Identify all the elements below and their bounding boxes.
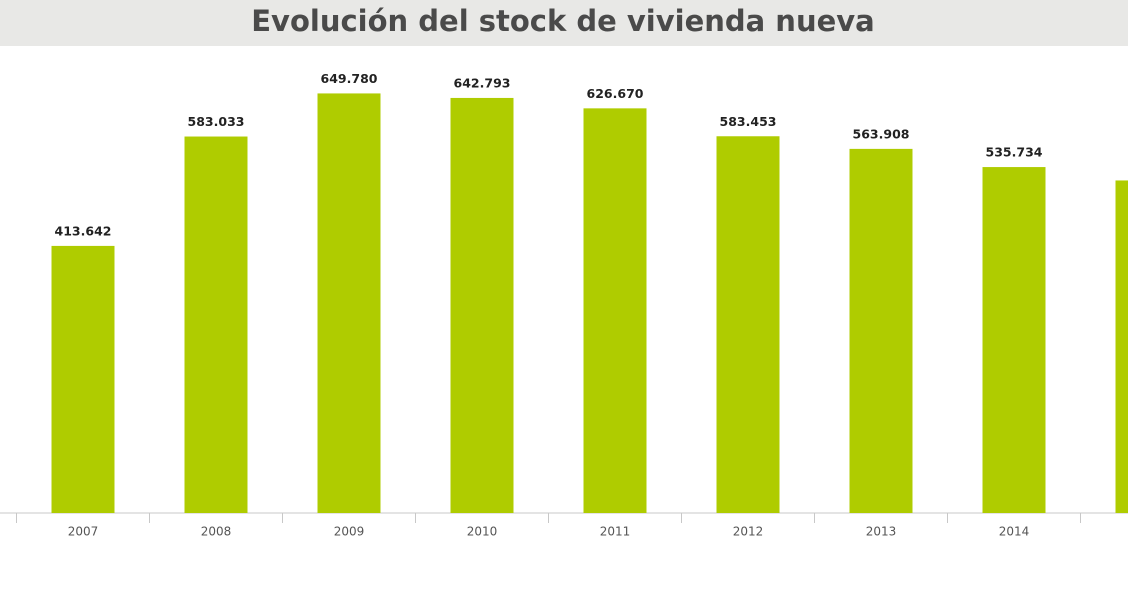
bar <box>982 167 1046 513</box>
x-tick-label: 2011 <box>600 525 631 539</box>
x-tick-label: 2008 <box>201 525 232 539</box>
bar <box>450 97 514 513</box>
x-tick-label: 2010 <box>467 525 498 539</box>
x-tick-label: 2009 <box>334 525 365 539</box>
bar <box>184 136 248 513</box>
bar <box>317 93 381 514</box>
title-band <box>0 0 1128 46</box>
x-tick-label: 2013 <box>866 525 897 539</box>
bar <box>716 136 780 514</box>
chart-title: Evolución del stock de vivienda nueva <box>251 4 875 38</box>
bar <box>583 108 647 514</box>
value-label: 535.734 <box>986 145 1043 160</box>
bar <box>51 245 115 513</box>
x-tick-label: 2007 <box>68 525 99 539</box>
value-label: 642.793 <box>454 75 511 90</box>
value-label: 583.033 <box>188 114 245 129</box>
value-label: 583.453 <box>720 114 777 129</box>
value-label: 413.642 <box>55 223 112 238</box>
x-tick-label: 2012 <box>733 525 764 539</box>
x-tick-label: 2014 <box>999 525 1030 539</box>
value-label: 563.908 <box>853 126 910 141</box>
bar <box>849 148 913 514</box>
bar <box>1115 180 1128 513</box>
value-label: 626.670 <box>587 86 644 101</box>
value-label: 649.780 <box>321 71 378 86</box>
